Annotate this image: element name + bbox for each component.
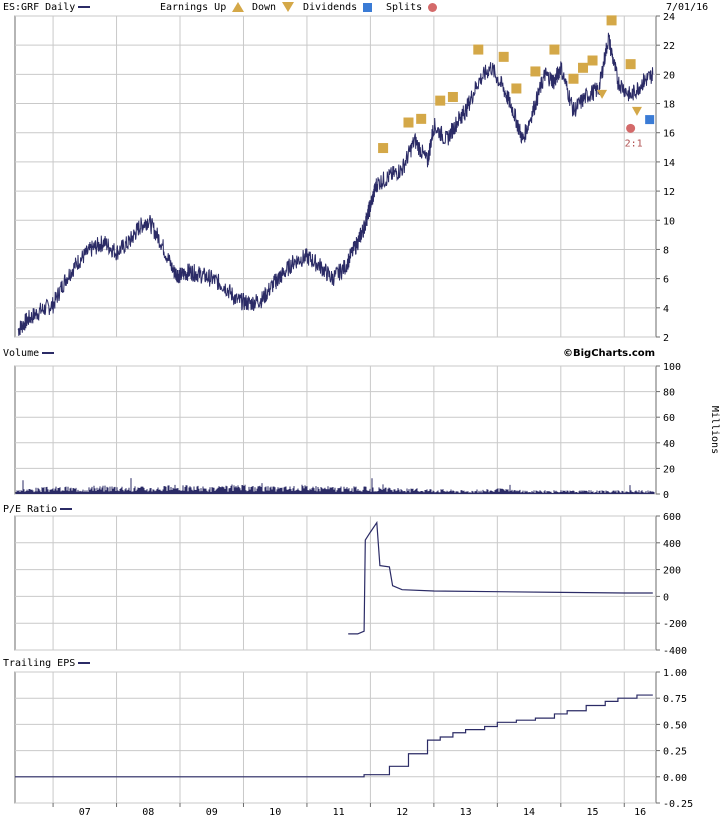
- x-tick-label: 12: [396, 807, 408, 818]
- x-tick-label: 09: [206, 807, 218, 818]
- y-tick-label: 200: [663, 566, 681, 577]
- brand-link[interactable]: ©BigCharts.com: [563, 348, 656, 359]
- y-tick-label: 100: [663, 362, 681, 373]
- y-tick-label: 10: [663, 216, 675, 227]
- y-tick-label: 0.75: [663, 694, 687, 705]
- earnings-up-marker: [416, 113, 427, 124]
- y-tick-label: 80: [663, 388, 675, 399]
- earnings-up-marker: [403, 117, 414, 128]
- eps-label: Trailing EPS: [3, 658, 91, 670]
- price-series-line: [17, 32, 654, 336]
- legend-splits: Splits: [386, 2, 438, 14]
- x-tick-label: 08: [142, 807, 154, 818]
- earnings-up-marker: [549, 44, 560, 55]
- legend-down: Down: [252, 2, 295, 14]
- earnings-up-marker: [568, 73, 579, 84]
- pe-swatch: [60, 508, 73, 510]
- y-tick-label: 24: [663, 12, 675, 23]
- pe-label: P/E Ratio: [3, 504, 73, 516]
- x-tick-label: 16: [634, 807, 646, 818]
- y-tick-label: 40: [663, 439, 675, 450]
- y-tick-label: 600: [663, 512, 681, 523]
- y-tick-label: 0: [663, 490, 669, 501]
- y-tick-label: 20: [663, 70, 675, 81]
- panel-frame: [14, 671, 657, 804]
- pe-label-text: P/E Ratio: [3, 504, 58, 515]
- earnings-up-marker: [473, 44, 484, 55]
- y-tick-label: 400: [663, 539, 681, 550]
- legend-earnings: Earnings Up: [160, 2, 245, 14]
- earnings-up-icon: [232, 2, 245, 12]
- earnings-up-marker: [511, 83, 522, 94]
- split-icon: [428, 2, 438, 12]
- x-tick-label: 07: [79, 807, 91, 818]
- earnings-up-marker: [587, 55, 598, 66]
- y-tick-label: 8: [663, 245, 669, 256]
- x-tick-label: 13: [460, 807, 472, 818]
- y-tick-label: 14: [663, 158, 675, 169]
- split-marker: [626, 123, 636, 133]
- earnings-down-marker: [631, 106, 642, 116]
- legend-earnings-text: Earnings Up: [160, 2, 227, 13]
- y-tick-label: 22: [663, 41, 675, 52]
- y-tick-label: 18: [663, 100, 675, 111]
- earnings-up-marker: [625, 59, 636, 70]
- y-tick-label: 16: [663, 129, 675, 140]
- y-tick-label: 4: [663, 304, 669, 315]
- y-tick-label: 20: [663, 464, 675, 475]
- split-marker-label: 2:1: [625, 138, 643, 149]
- y-tick-label: 60: [663, 413, 675, 424]
- earnings-up-marker: [530, 66, 541, 77]
- y-tick-label: 0.00: [663, 773, 687, 784]
- earnings-down-icon: [282, 2, 295, 12]
- y-tick-label: -200: [663, 619, 687, 630]
- y-tick-label: 2: [663, 333, 669, 344]
- y-tick-label: 0: [663, 592, 669, 603]
- x-tick-label: 11: [333, 807, 345, 818]
- y-tick-label: 1.00: [663, 668, 687, 679]
- x-tick-label: 14: [523, 807, 535, 818]
- eps-label-text: Trailing EPS: [3, 658, 76, 669]
- volume-swatch: [42, 352, 55, 354]
- x-tick-label: 10: [269, 807, 281, 818]
- dividend-icon: [363, 2, 373, 12]
- y-tick-label: 6: [663, 275, 669, 286]
- earnings-up-marker: [378, 143, 389, 154]
- volume-label: Volume: [3, 348, 55, 360]
- panel-frame: [14, 515, 657, 651]
- legend-dividends: Dividends: [303, 2, 373, 14]
- price-swatch: [78, 6, 91, 8]
- eps-series-line: [15, 694, 653, 778]
- y-tick-label: -400: [663, 646, 687, 657]
- symbol-label: ES:GRF Daily: [3, 2, 91, 14]
- earnings-up-marker: [498, 51, 509, 62]
- y-tick-label: 0.50: [663, 720, 687, 731]
- earnings-up-marker: [435, 95, 446, 106]
- volume-ylabel: Millions: [709, 406, 720, 454]
- panel-frame: [14, 365, 657, 495]
- earnings-down-marker: [597, 89, 608, 99]
- y-tick-label: -0.25: [663, 799, 693, 810]
- legend-down-text: Down: [252, 2, 277, 13]
- legend-dividends-text: Dividends: [303, 2, 358, 13]
- chart-date: 7/01/16: [666, 2, 709, 13]
- pe-series-line: [348, 520, 653, 635]
- eps-swatch: [78, 662, 91, 664]
- dividend-marker: [645, 115, 655, 125]
- x-tick-label: 15: [587, 807, 599, 818]
- symbol-text: ES:GRF Daily: [3, 2, 76, 13]
- panel-frame: [14, 15, 657, 338]
- earnings-up-marker: [447, 91, 458, 102]
- earnings-up-marker: [578, 62, 589, 73]
- volume-label-text: Volume: [3, 348, 40, 359]
- legend-splits-text: Splits: [386, 2, 423, 13]
- y-tick-label: 0.25: [663, 747, 687, 758]
- y-tick-label: 12: [663, 187, 675, 198]
- earnings-up-marker: [606, 15, 617, 26]
